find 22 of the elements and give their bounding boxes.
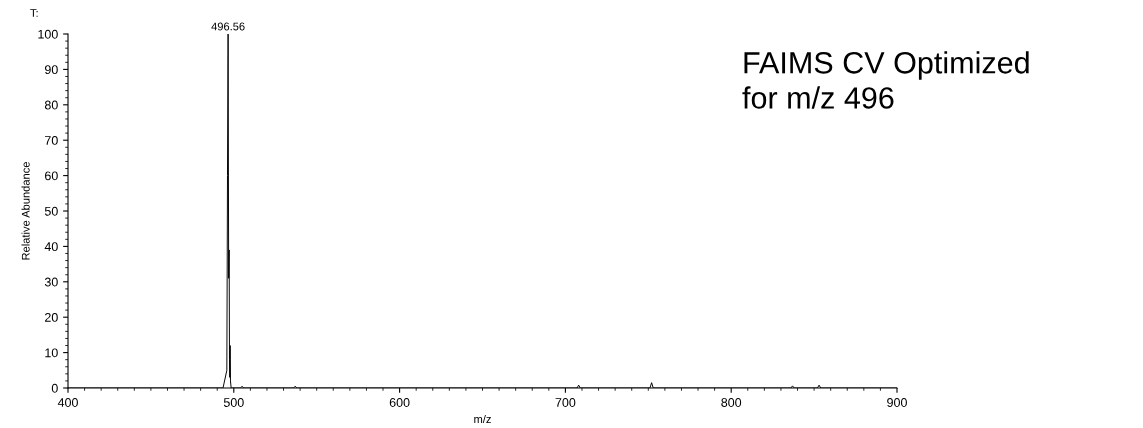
x-tick-label: 600	[389, 398, 410, 407]
x-axis-title: m/z	[474, 414, 491, 424]
y-tick-label: 0	[51, 383, 58, 393]
x-tick-label: 500	[223, 398, 244, 407]
y-tick-label: 30	[44, 277, 58, 287]
x-tick-label: 400	[57, 398, 78, 407]
x-tick-label: 800	[721, 398, 742, 407]
y-tick-label: 80	[44, 100, 58, 110]
y-tick-label: 10	[45, 348, 58, 358]
annotation: FAIMS CV Optimized for m/z 496	[742, 51, 1029, 109]
annotation: 496.56	[211, 22, 245, 31]
x-tick-label: 700	[555, 398, 576, 407]
y-tick-label: 90	[44, 65, 58, 75]
y-tick-label: 50	[44, 206, 58, 216]
y-tick-label: 60	[45, 171, 58, 181]
y-tick-label: 100	[38, 29, 58, 39]
y-axis-title: Relative Abundance	[21, 162, 30, 260]
text: T:	[30, 9, 38, 17]
y-tick-label: 40	[44, 242, 58, 252]
x-tick-label: 900	[887, 398, 907, 407]
y-tick-label: 20	[45, 313, 58, 322]
y-tick-label: 70	[45, 136, 58, 145]
